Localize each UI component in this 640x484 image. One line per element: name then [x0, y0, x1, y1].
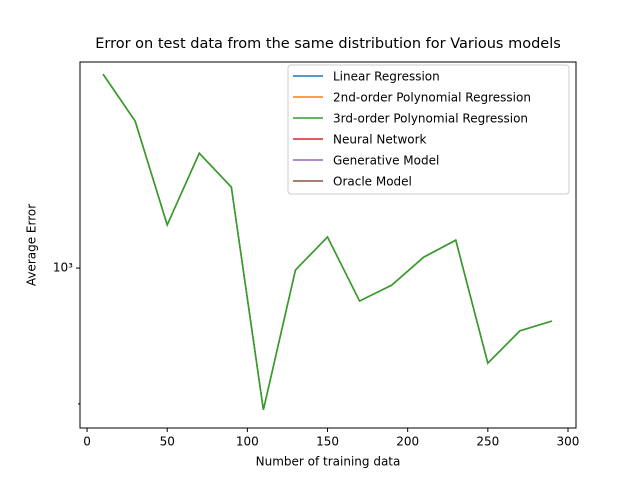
- x-axis-label: Number of training data: [256, 455, 401, 469]
- series-line: [102, 73, 553, 411]
- legend-label: 3rd-order Polynomial Regression: [333, 112, 528, 126]
- legend-label: Neural Network: [333, 133, 427, 147]
- x-tick-label: 300: [557, 435, 580, 449]
- x-tick-label: 150: [316, 435, 339, 449]
- legend-label: 2nd-order Polynomial Regression: [333, 91, 531, 105]
- x-tick-label: 0: [83, 435, 91, 449]
- x-tick-label: 250: [476, 435, 499, 449]
- x-tick-label: 200: [396, 435, 419, 449]
- y-tick-label: 10³: [53, 261, 73, 275]
- x-tick-label: 100: [236, 435, 259, 449]
- legend-label: Linear Regression: [333, 70, 440, 84]
- axes-frame: [79, 61, 577, 429]
- x-tick-label: 50: [160, 435, 175, 449]
- legend-label: Generative Model: [333, 154, 439, 168]
- chart-title: Error on test data from the same distrib…: [95, 36, 561, 52]
- legend-label: Oracle Model: [333, 175, 412, 189]
- legend-box: [287, 64, 570, 195]
- y-axis-label: Average Error: [25, 204, 39, 286]
